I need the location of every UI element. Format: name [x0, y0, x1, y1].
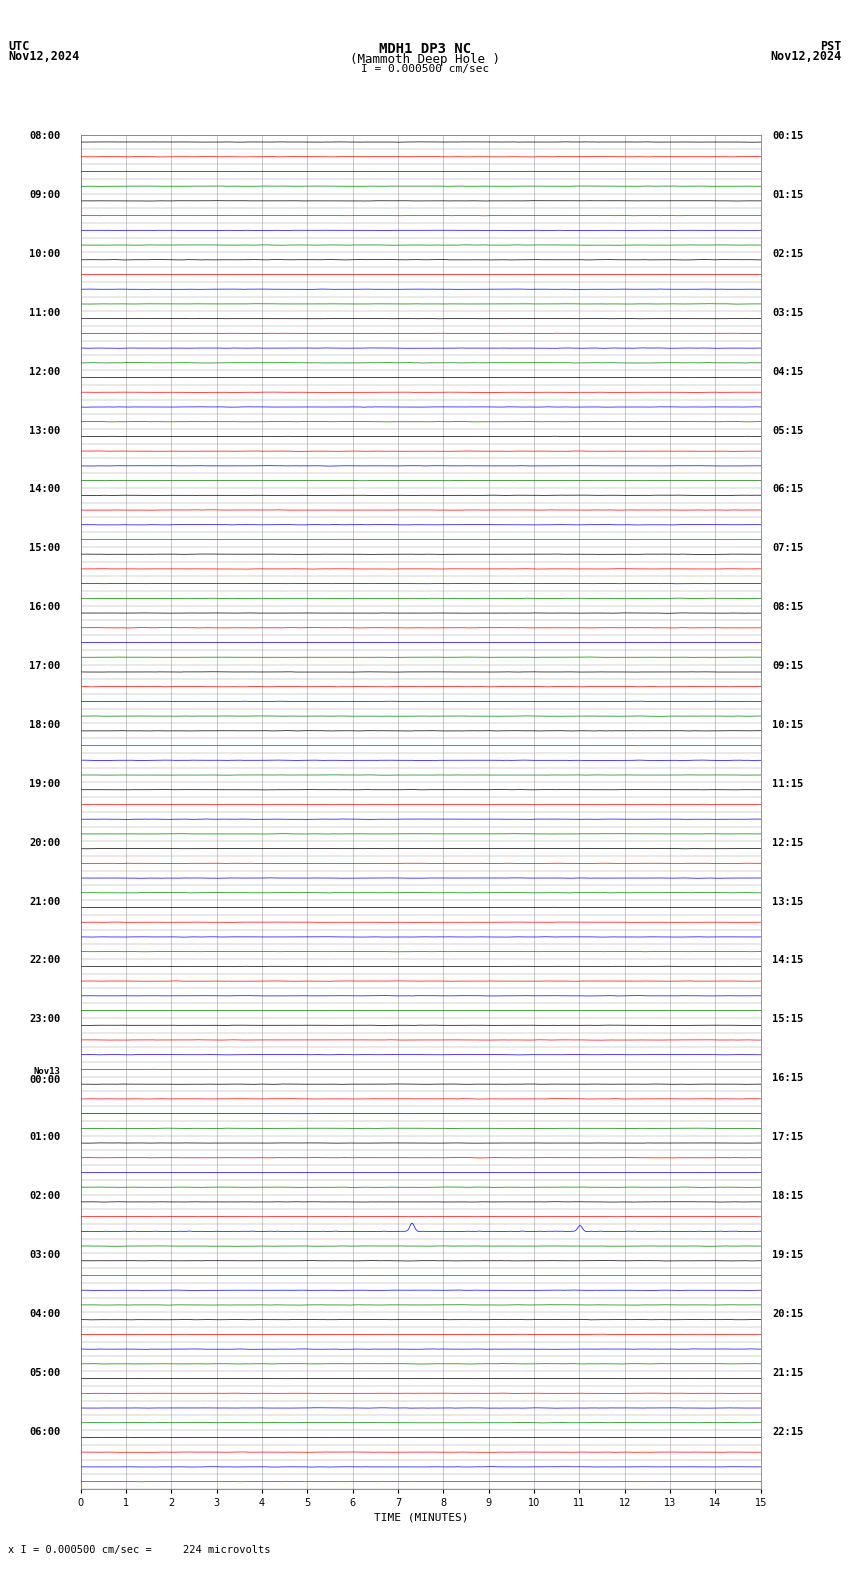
Text: 05:00: 05:00 [29, 1367, 60, 1378]
Text: 11:00: 11:00 [29, 307, 60, 318]
Text: 08:00: 08:00 [29, 131, 60, 141]
Text: 23:00: 23:00 [29, 1014, 60, 1025]
Text: 14:15: 14:15 [772, 955, 803, 966]
Text: Nov13: Nov13 [33, 1068, 60, 1076]
Text: x I = 0.000500 cm/sec =     224 microvolts: x I = 0.000500 cm/sec = 224 microvolts [8, 1546, 271, 1555]
Text: 06:00: 06:00 [29, 1427, 60, 1437]
Text: 18:00: 18:00 [29, 721, 60, 730]
Text: (Mammoth Deep Hole ): (Mammoth Deep Hole ) [350, 52, 500, 67]
Text: 06:15: 06:15 [772, 485, 803, 494]
Text: I = 0.000500 cm/sec: I = 0.000500 cm/sec [361, 63, 489, 74]
Text: 00:00: 00:00 [29, 1076, 60, 1085]
Text: 15:00: 15:00 [29, 543, 60, 553]
Text: Nov12,2024: Nov12,2024 [770, 49, 842, 63]
Text: 22:15: 22:15 [772, 1427, 803, 1437]
Text: 20:15: 20:15 [772, 1308, 803, 1319]
Text: 22:00: 22:00 [29, 955, 60, 966]
Text: 21:00: 21:00 [29, 897, 60, 906]
Text: 20:00: 20:00 [29, 838, 60, 847]
Text: 01:00: 01:00 [29, 1133, 60, 1142]
Text: 13:15: 13:15 [772, 897, 803, 906]
Text: 16:00: 16:00 [29, 602, 60, 611]
Text: 19:15: 19:15 [772, 1250, 803, 1259]
Text: 03:00: 03:00 [29, 1250, 60, 1259]
Text: 05:15: 05:15 [772, 426, 803, 436]
Text: 21:15: 21:15 [772, 1367, 803, 1378]
Text: 02:00: 02:00 [29, 1191, 60, 1201]
Text: 11:15: 11:15 [772, 779, 803, 789]
X-axis label: TIME (MINUTES): TIME (MINUTES) [373, 1513, 468, 1522]
Text: 09:00: 09:00 [29, 190, 60, 200]
Text: 16:15: 16:15 [772, 1074, 803, 1083]
Text: MDH1 DP3 NC: MDH1 DP3 NC [379, 41, 471, 55]
Text: 07:15: 07:15 [772, 543, 803, 553]
Text: PST: PST [820, 40, 842, 52]
Text: 15:15: 15:15 [772, 1014, 803, 1025]
Text: 08:15: 08:15 [772, 602, 803, 611]
Text: 13:00: 13:00 [29, 426, 60, 436]
Text: 04:00: 04:00 [29, 1308, 60, 1319]
Text: 18:15: 18:15 [772, 1191, 803, 1201]
Text: 09:15: 09:15 [772, 661, 803, 672]
Text: 17:15: 17:15 [772, 1133, 803, 1142]
Text: 19:00: 19:00 [29, 779, 60, 789]
Text: 04:15: 04:15 [772, 366, 803, 377]
Text: UTC: UTC [8, 40, 30, 52]
Text: 12:00: 12:00 [29, 366, 60, 377]
Text: 12:15: 12:15 [772, 838, 803, 847]
Text: 00:15: 00:15 [772, 131, 803, 141]
Text: 14:00: 14:00 [29, 485, 60, 494]
Text: 17:00: 17:00 [29, 661, 60, 672]
Text: 01:15: 01:15 [772, 190, 803, 200]
Text: Nov12,2024: Nov12,2024 [8, 49, 80, 63]
Text: 03:15: 03:15 [772, 307, 803, 318]
Text: 10:15: 10:15 [772, 721, 803, 730]
Text: 02:15: 02:15 [772, 249, 803, 258]
Text: 10:00: 10:00 [29, 249, 60, 258]
